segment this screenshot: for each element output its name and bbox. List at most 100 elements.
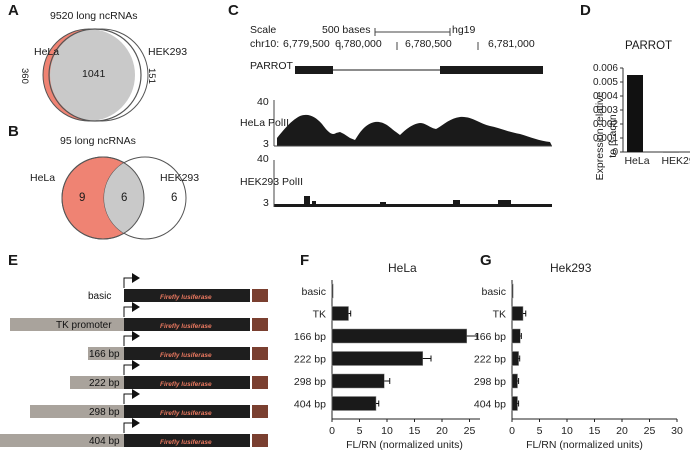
browser-assembly: hg19 — [452, 24, 476, 36]
browser-scale-bar-label: 500 bases — [322, 24, 371, 36]
bar — [331, 373, 385, 389]
category-label: basic — [481, 286, 506, 298]
polya-signal — [252, 434, 268, 447]
xtick-label: 0 — [509, 425, 515, 437]
bar — [511, 396, 518, 411]
hela-reporter-chart: HeLa basic TK 166 bp 222 bp 298 bp 404 bp 0 5 10 1… — [294, 261, 480, 451]
tss-arrow-head — [132, 360, 140, 370]
construct-label: 404 bp — [89, 436, 120, 447]
category-label: 166 bp — [294, 331, 326, 343]
parrot-ytick-label: 0.003 — [593, 105, 618, 116]
polya-signal — [252, 405, 268, 418]
bar — [331, 351, 423, 366]
parrot-exon-1 — [295, 66, 333, 74]
luciferase-gene — [124, 289, 250, 302]
parrot-ytick-label: 0.005 — [593, 77, 618, 88]
bar — [511, 306, 524, 321]
category-label: 404 bp — [294, 399, 326, 411]
hela-track-min: 3 — [263, 138, 269, 150]
category-label: basic — [301, 286, 326, 298]
chart-title: Hek293 — [550, 261, 592, 275]
tss-arrow-head — [132, 418, 140, 428]
browser-chrom: chr10: — [250, 38, 280, 50]
construct-label: 222 bp — [89, 378, 120, 389]
construct-diagrams: Firefly lusiferase basic Firefly lusiferas… — [0, 273, 268, 447]
hek-track-min: 3 — [263, 197, 269, 209]
xtick-label: 15 — [589, 425, 601, 437]
tss-arrow-head — [132, 302, 140, 312]
bar — [511, 283, 514, 299]
hek293-reporter-chart: Hek293 basic TK 166 bp 222 bp 298 bp 404 bp 0 5 1… — [474, 261, 683, 451]
xtick-label: 0 — [329, 425, 335, 437]
xtick-label: 5 — [537, 425, 543, 437]
hela-polii-signal — [277, 114, 552, 146]
venn-b-title: 95 long ncRNAs — [60, 135, 136, 147]
parrot-xtick-label: HEK293 — [661, 155, 690, 167]
tss-arrow-line — [123, 306, 132, 317]
xtick-label: 10 — [381, 425, 393, 437]
tss-arrow-head — [132, 389, 140, 399]
venn-b-left-count: 9 — [79, 192, 86, 204]
polya-signal — [252, 318, 268, 331]
tss-arrow-line — [123, 422, 132, 433]
category-label: 298 bp — [294, 376, 326, 388]
venn-a-overlap-count: 1041 — [82, 68, 106, 80]
luciferase-label: Firefly lusiferase — [160, 381, 212, 388]
luciferase-gene — [124, 434, 250, 447]
venn-a-left-count: 360 — [19, 68, 30, 84]
panel-label-e: E — [8, 252, 19, 269]
browser-pos-1: 6,779,500 — [283, 38, 330, 50]
category-label: 222 bp — [294, 354, 326, 366]
promoter-fragment — [70, 376, 124, 389]
category-label: 404 bp — [474, 399, 506, 411]
xtick-label: 25 — [644, 425, 656, 437]
venn-a-title: 9520 long ncRNAs — [50, 10, 138, 22]
category-label: TK — [313, 309, 326, 321]
parrot-ytick-label: 0.006 — [593, 63, 618, 74]
parrot-ytick-label: 0 — [612, 147, 618, 158]
venn-b-left-label: HeLa — [30, 172, 56, 184]
venn-b-right-count: 6 — [171, 192, 178, 204]
venn-a-left-label: HeLa — [34, 46, 60, 58]
luciferase-label: Firefly lusiferase — [160, 439, 212, 446]
bar — [511, 373, 518, 389]
hek293-polii-signal — [274, 196, 552, 207]
construct-label: basic — [88, 291, 111, 302]
tss-arrow-line — [123, 364, 132, 375]
tss-arrow-line — [123, 277, 132, 288]
x-axis-title: FL/RN (normalized units) — [526, 439, 643, 451]
luciferase-label: Firefly lusiferase — [160, 352, 212, 359]
hek-track-name: HEK293 PolII — [240, 176, 304, 188]
panel-label-a: A — [8, 2, 19, 19]
x-axis-title: FL/RN (normalized units) — [346, 439, 463, 451]
browser-pos-2: 6,780,000 — [335, 38, 382, 50]
luciferase-gene — [124, 318, 250, 331]
parrot-exon-2 — [440, 66, 543, 74]
xtick-label: 25 — [464, 425, 476, 437]
luciferase-label: Firefly lusiferase — [160, 323, 212, 330]
category-label: TK — [493, 309, 506, 321]
construct-label: 166 bp — [89, 349, 120, 360]
bar — [511, 351, 519, 366]
xtick-label: 5 — [357, 425, 363, 437]
panel-label-d: D — [580, 2, 591, 19]
bar — [331, 283, 334, 299]
xtick-label: 20 — [616, 425, 628, 437]
xtick-label: 20 — [436, 425, 448, 437]
bar — [331, 306, 349, 321]
parrot-chart: 0 0.001 0.002 0.003 0.004 0.005 0.006 HeLa HEK29… — [593, 63, 690, 167]
tss-arrow-line — [123, 335, 132, 346]
gene-name: PARROT — [250, 60, 293, 72]
venn-a-right-count: 151 — [146, 68, 157, 84]
panel-label-g: G — [480, 252, 492, 269]
tss-arrow-head — [132, 331, 140, 341]
bar — [331, 396, 377, 411]
parrot-bar-hek293 — [663, 152, 679, 153]
promoter-fragment — [0, 434, 124, 447]
browser-pos-4: 6,781,000 — [488, 38, 535, 50]
venn-b-overlap-count: 6 — [121, 192, 128, 204]
hela-track-name: HeLa PolII — [240, 117, 290, 129]
luciferase-gene — [124, 376, 250, 389]
luciferase-gene — [124, 347, 250, 360]
promoter-fragment — [10, 318, 124, 331]
